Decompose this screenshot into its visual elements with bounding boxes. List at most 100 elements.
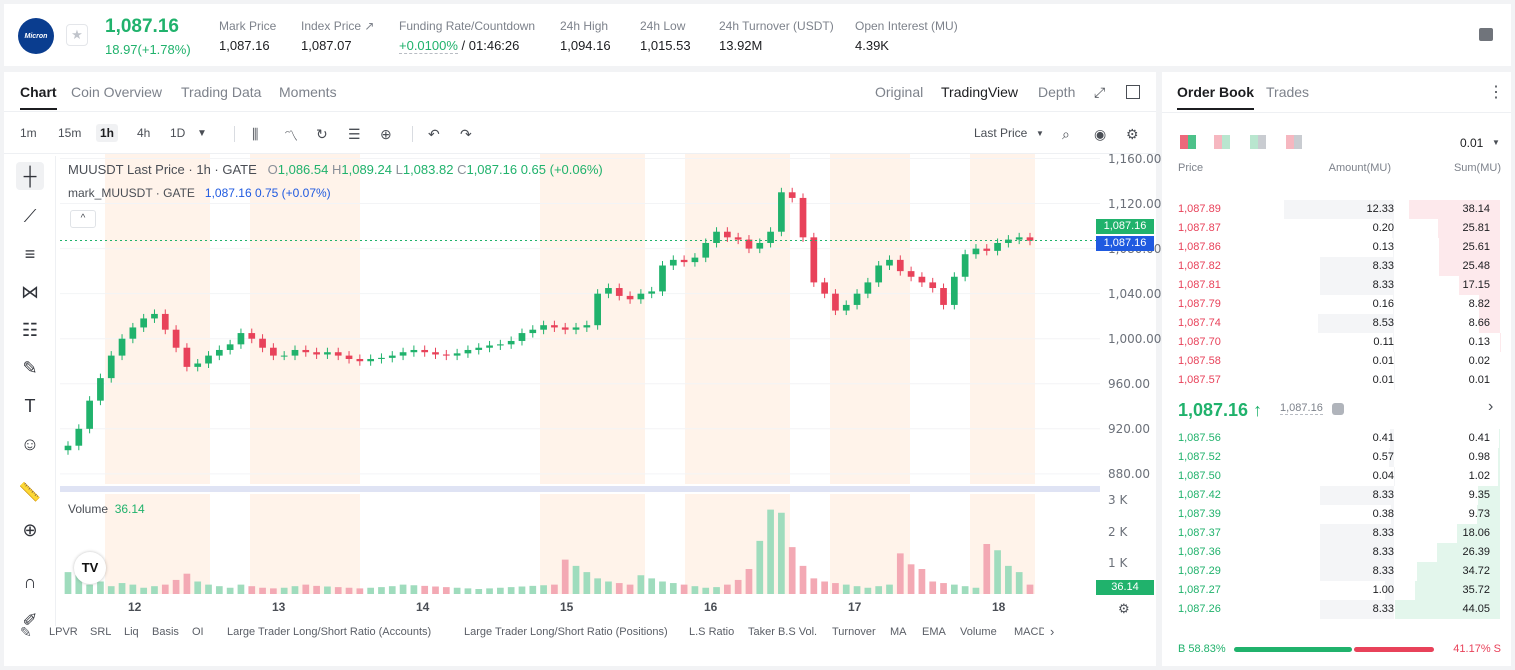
bid-row[interactable]: 1,087.56 0.41 0.41 [1162,429,1500,448]
indicator-ls-ratio[interactable]: L.S Ratio [689,626,735,638]
tf-1h[interactable]: 1h [96,124,119,142]
caret-down-icon[interactable]: ▼ [1036,129,1044,138]
book-icon[interactable] [1479,28,1493,41]
indicator-ma[interactable]: MA [890,626,907,638]
bid-row[interactable]: 1,087.29 8.33 34.72 [1162,562,1500,581]
indicator-lt-accounts[interactable]: Large Trader Long/Short Ratio (Accounts) [227,626,432,638]
bid-row[interactable]: 1,087.36 8.33 26.39 [1162,543,1500,562]
candlestick-chart[interactable] [60,154,1100,594]
gear-icon[interactable]: ⚙ [1126,126,1139,142]
indicator-lpvr[interactable]: LPVR [49,626,78,638]
indicator-lt-positions[interactable]: Large Trader Long/Short Ratio (Positions… [464,626,668,638]
window-icon[interactable] [1126,85,1140,99]
layout-asks-icon[interactable] [1214,135,1230,149]
stat-index-price[interactable]: Index Price ↗ 1,087.07 [301,18,374,54]
tf-1m[interactable]: 1m [20,126,37,140]
volume-bar [778,512,785,594]
tradingview-logo[interactable]: TV [74,552,106,584]
ask-row[interactable]: 1,087.81 8.33 17.15 [1162,276,1500,295]
emoji-icon[interactable]: ☺ [20,434,40,454]
pencil-lock-icon[interactable]: ✐ [22,610,38,630]
mid-price: 1,087.16 ↑ [1178,400,1263,420]
indicator-oi[interactable]: OI [192,626,204,638]
candle-type-icon[interactable]: ⫼ [252,126,259,142]
chevron-right-icon[interactable]: › [1050,624,1055,639]
redo-icon[interactable]: ↷ [460,126,472,142]
search-icon[interactable]: ⌕ [1062,126,1070,142]
ask-row[interactable]: 1,087.89 12.33 38.14 [1162,200,1500,219]
bid-row[interactable]: 1,087.27 1.00 35.72 [1162,581,1500,600]
bid-row[interactable]: 1,087.52 0.57 0.98 [1162,448,1500,467]
settings-list-icon[interactable]: ☰ [348,126,361,142]
tf-15m[interactable]: 15m [58,126,82,140]
tab-coin-overview[interactable]: Coin Overview [71,84,163,100]
chevron-right-icon[interactable]: › [1488,398,1494,415]
fib-icon[interactable]: ☷ [21,320,39,340]
bid-row[interactable]: 1,087.42 8.33 9.35 [1162,486,1500,505]
ask-row[interactable]: 1,087.70 0.11 0.13 [1162,333,1500,352]
tab-trades[interactable]: Trades [1266,84,1310,100]
ask-row[interactable]: 1,087.58 0.01 0.02 [1162,352,1500,371]
tab-trading-data[interactable]: Trading Data [181,84,262,100]
bid-row[interactable]: 1,087.26 8.33 44.05 [1162,600,1500,619]
row-price: 1,087.70 [1178,336,1221,348]
tab-moments[interactable]: Moments [279,84,337,100]
favorite-star-icon[interactable]: ★ [66,24,88,46]
x-tick-label: 16 [704,600,718,614]
pane-divider [60,486,1100,492]
ruler-icon[interactable]: 📏 [18,482,42,502]
ask-row[interactable]: 1,087.87 0.20 25.81 [1162,219,1500,238]
edit-icon[interactable]: ✎ [20,624,32,640]
text-icon[interactable]: T [24,396,36,416]
refresh-icon[interactable]: ↻ [316,126,328,142]
layout-compact-icon[interactable] [1286,135,1302,149]
candle [875,265,883,283]
price-source-select[interactable]: Last Price [974,126,1028,140]
ask-row[interactable]: 1,087.82 8.33 25.48 [1162,257,1500,276]
caret-down-icon[interactable]: ▼ [1492,138,1500,147]
zoom-in-icon[interactable]: ⊕ [22,520,38,540]
camera-icon[interactable]: ◉ [1094,126,1107,142]
indicator-srl[interactable]: SRL [90,626,112,638]
ask-row[interactable]: 1,087.74 8.53 8.66 [1162,314,1500,333]
expand-icon[interactable]: ⤢ [1094,84,1106,100]
ask-row[interactable]: 1,087.57 0.01 0.01 [1162,371,1500,390]
precision-select[interactable]: 0.01 [1460,136,1484,150]
magnet-icon[interactable]: ∩ [23,572,37,592]
bid-row[interactable]: 1,087.37 8.33 18.06 [1162,524,1500,543]
collapse-legend-button[interactable]: ^ [70,210,96,228]
bid-row[interactable]: 1,087.39 0.38 9.73 [1162,505,1500,524]
indicator-ema[interactable]: EMA [922,626,946,638]
caret-down-icon[interactable]: ▼ [197,128,207,139]
candle [929,282,937,289]
horizontal-lines-icon[interactable]: ≡ [24,244,36,264]
trendline-icon[interactable]: ⟋ [23,206,37,226]
view-depth[interactable]: Depth [1038,84,1076,100]
ask-row[interactable]: 1,087.79 0.16 8.82 [1162,295,1500,314]
axis-settings-icon[interactable]: ⚙ [1118,601,1130,616]
indicators-icon[interactable]: 〽 [284,128,298,144]
view-original[interactable]: Original [875,84,924,100]
indicator-taker-vol[interactable]: Taker B.S Vol. [748,626,818,638]
indicator-basis[interactable]: Basis [152,626,179,638]
pattern-icon[interactable]: ⋈ [21,282,39,302]
tf-1d[interactable]: 1D [170,126,186,140]
row-sum: 25.81 [1462,222,1490,234]
view-tradingview[interactable]: TradingView [941,84,1019,100]
add-indicator-icon[interactable]: ⊕ [380,126,392,142]
tab-order-book[interactable]: Order Book [1177,84,1255,110]
tab-chart[interactable]: Chart [20,84,57,110]
indicator-volume[interactable]: Volume [960,626,997,638]
tf-4h[interactable]: 4h [137,126,151,140]
indicator-macd[interactable]: MACD [1014,626,1044,638]
bid-row[interactable]: 1,087.50 0.04 1.02 [1162,467,1500,486]
undo-icon[interactable]: ↶ [428,126,440,142]
layout-bids-icon[interactable] [1250,135,1266,149]
indicator-turnover[interactable]: Turnover [832,626,876,638]
layout-both-icon[interactable] [1180,135,1196,149]
ask-row[interactable]: 1,087.86 0.13 25.61 [1162,238,1500,257]
crosshair-icon[interactable]: ┼ [16,162,44,190]
more-icon[interactable]: ⋮ [1488,84,1504,101]
indicator-liq[interactable]: Liq [124,626,139,638]
brush-icon[interactable]: ✎ [22,358,38,378]
